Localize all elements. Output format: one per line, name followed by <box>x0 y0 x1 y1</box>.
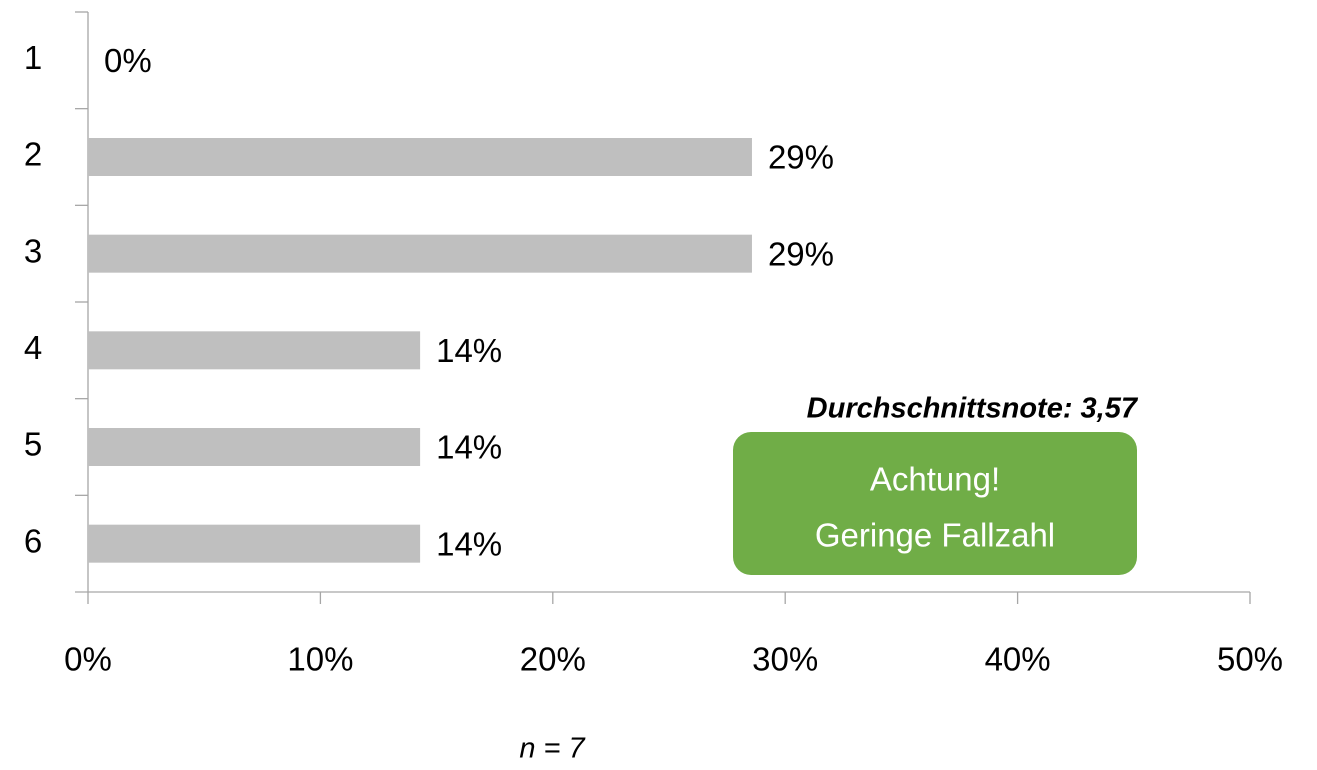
y-tick-label: 6 <box>24 522 42 559</box>
bar <box>88 524 421 563</box>
y-tick-label: 5 <box>24 426 42 463</box>
y-tick-label: 1 <box>24 39 42 76</box>
y-tick-label: 4 <box>24 329 42 366</box>
x-tick-label: 50% <box>1217 641 1283 678</box>
x-tick-label: 30% <box>752 641 818 678</box>
data-label: 14% <box>436 429 502 466</box>
bar <box>88 138 752 176</box>
warning-box <box>733 432 1137 575</box>
bar <box>88 331 421 370</box>
warning-text: Achtung! <box>870 461 1000 498</box>
bar <box>88 234 752 273</box>
data-label: 14% <box>436 525 502 562</box>
y-tick-label: 2 <box>24 136 42 173</box>
data-label: 0% <box>104 42 152 79</box>
data-label: 29% <box>768 139 834 176</box>
x-tick-label: 40% <box>985 641 1051 678</box>
bar <box>88 428 421 466</box>
x-tick-label: 20% <box>520 641 586 678</box>
sample-size: n = 7 <box>519 733 586 765</box>
y-tick-label: 3 <box>24 232 42 269</box>
data-label: 14% <box>436 332 502 369</box>
data-label: 29% <box>768 235 834 272</box>
warning-text: Geringe Fallzahl <box>815 517 1055 554</box>
average-note: Durchschnittsnote: 3,57 <box>807 393 1139 425</box>
x-tick-label: 10% <box>287 641 353 678</box>
x-tick-label: 0% <box>64 641 112 678</box>
